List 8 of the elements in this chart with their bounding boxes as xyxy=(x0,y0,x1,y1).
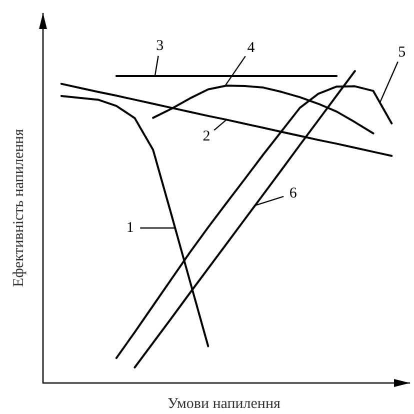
legend-label: 6 xyxy=(289,185,298,202)
series-label: 2 xyxy=(202,128,210,145)
text: 1 xyxy=(126,220,134,236)
text: 4 xyxy=(247,40,256,56)
text: 5 xyxy=(398,44,406,61)
y-axis-title: Ефективність напилення xyxy=(11,128,27,287)
series-label: 3 xyxy=(156,38,164,54)
x-axis-title: Умови напилення xyxy=(168,396,280,412)
